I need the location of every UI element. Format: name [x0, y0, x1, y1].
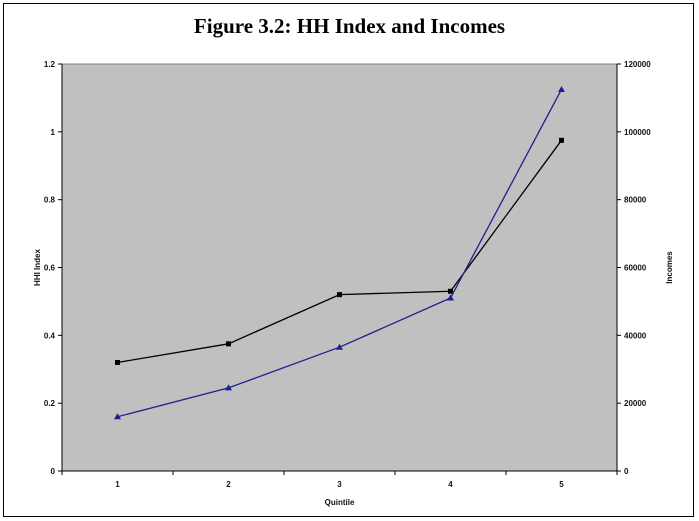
right-tick-label: 120000	[624, 60, 651, 69]
left-tick-label: 0.6	[44, 264, 56, 273]
x-axis-label: Quintile	[325, 498, 355, 507]
right-tick-label: 40000	[624, 331, 647, 340]
series-1-point	[337, 292, 342, 298]
right-tick-label: 60000	[624, 264, 647, 273]
left-tick-label: 0.4	[44, 331, 56, 340]
chart-title: Figure 3.2: HH Index and Incomes	[193, 14, 506, 38]
series-1-point	[226, 341, 231, 347]
x-tick-label: 5	[559, 480, 564, 489]
chart-frame: Figure 3.2: HH Index and Incomes 0 0.2 0.4…	[3, 3, 694, 517]
series-2-point	[336, 343, 343, 350]
series-1-point	[115, 359, 120, 365]
left-tick-label: 1	[51, 128, 56, 137]
series-2-point	[447, 294, 454, 301]
x-tick-label: 2	[226, 480, 231, 489]
series-2-point	[558, 85, 565, 92]
plot-area	[61, 63, 618, 472]
right-tick-label: 80000	[624, 196, 647, 205]
left-tick-label: 0.8	[44, 196, 56, 205]
right-tick-label: 0	[624, 467, 629, 476]
right-tick-label: 20000	[624, 399, 647, 408]
x-tick-label: 3	[337, 480, 342, 489]
line-chart: 0 0.2 0.4 0.6 0.8 1 1.2 0 20000 40000 60000 80000 10…	[33, 60, 674, 507]
left-tick-label: 0	[51, 467, 56, 476]
series-2-point	[114, 413, 121, 420]
left-tick-label: 0.2	[44, 399, 56, 408]
right-tick-label: 100000	[624, 128, 651, 137]
left-y-axis-label: HHI Index	[33, 249, 42, 286]
left-tick-label: 1.2	[44, 60, 56, 69]
series-1-point	[559, 137, 564, 143]
series-2-point	[225, 384, 232, 391]
right-y-axis-label: Incomes	[665, 251, 674, 284]
x-tick-label: 1	[115, 480, 120, 489]
series-1-point	[448, 288, 453, 294]
x-tick-label: 4	[448, 480, 453, 489]
